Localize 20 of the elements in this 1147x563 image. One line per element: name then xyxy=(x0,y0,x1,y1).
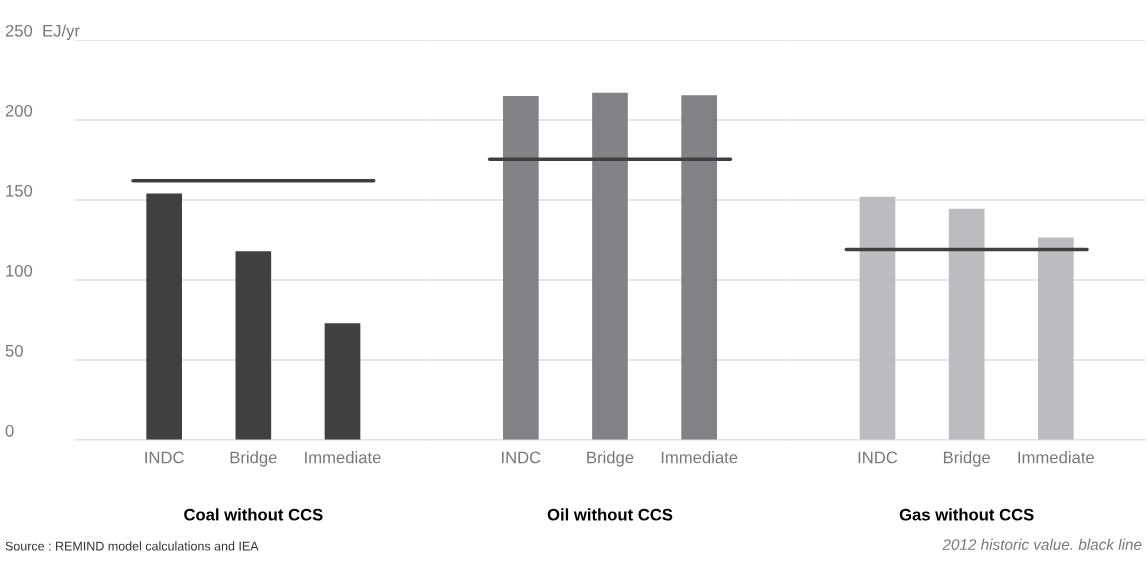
source-note: Source : REMIND model calculations and IEA xyxy=(5,541,259,551)
x-tick-label: Immediate xyxy=(1018,451,1094,464)
x-axis-title: Gas without CCS xyxy=(899,508,1034,521)
y-tick-label: 0 xyxy=(5,424,14,437)
y-tick-label: 200 xyxy=(5,104,33,117)
x-tick-label: Bridge xyxy=(943,451,991,467)
x-axis-title: Coal without CCS xyxy=(184,508,323,521)
y-tick-label: 100 xyxy=(6,264,33,277)
x-tick-label: Immediate xyxy=(661,451,738,464)
x-tick-label: Immediate xyxy=(305,451,381,464)
x-axis-title: Oil without CCS xyxy=(547,508,673,521)
x-tick-label: INDC xyxy=(502,451,541,464)
y-tick-label: 150 xyxy=(6,184,33,197)
y-tick-label: 250 EJ/yr xyxy=(5,24,80,40)
y-tick-label: 50 xyxy=(5,344,23,357)
x-tick-label: INDC xyxy=(858,451,898,464)
x-tick-label: Bridge xyxy=(587,451,634,467)
text: 2012 historic value. black line xyxy=(942,538,1142,550)
x-tick-label: INDC xyxy=(145,451,184,464)
x-tick-label: Bridge xyxy=(230,451,277,467)
